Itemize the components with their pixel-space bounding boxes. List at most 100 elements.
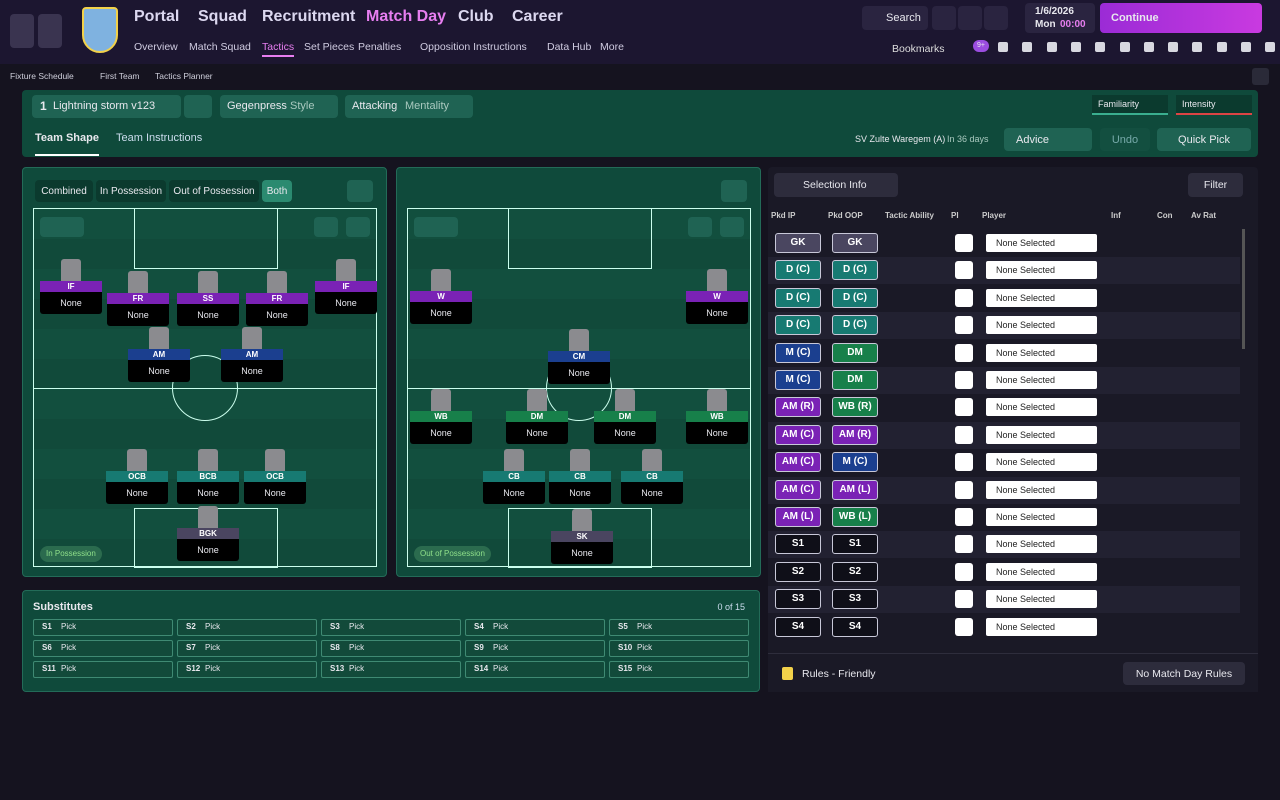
player-card[interactable]: W None (410, 269, 472, 325)
selection-info-button[interactable]: Selection Info (774, 173, 898, 197)
position-tag[interactable]: D (C) (775, 315, 821, 336)
player-card[interactable]: BGK None (177, 506, 239, 562)
position-tag[interactable]: S4 (832, 616, 878, 637)
column-header[interactable]: Pkd IP (771, 211, 796, 220)
nav-item[interactable]: Match Day (366, 8, 447, 25)
position-tag[interactable]: AM (C) (775, 452, 821, 473)
player-card[interactable]: AM None (221, 327, 283, 383)
forward-button[interactable] (38, 14, 62, 48)
mode-button[interactable]: In Possession (96, 180, 166, 202)
position-tag[interactable]: D (C) (832, 315, 878, 336)
nav-item[interactable]: Recruitment (262, 8, 356, 25)
column-header[interactable]: PI (951, 211, 959, 220)
bookmarks[interactable]: Bookmarks (892, 43, 945, 55)
substitute-slot[interactable]: S7 Pick (177, 640, 317, 657)
position-tag[interactable]: WB (R) (832, 397, 878, 418)
instructions-button[interactable] (955, 453, 973, 472)
subnav-item[interactable]: Set Pieces (304, 41, 355, 53)
position-tag[interactable]: AM (C) (775, 479, 821, 500)
player-card[interactable]: SS None (177, 271, 239, 327)
player-select[interactable]: None Selected (986, 453, 1097, 472)
position-tag[interactable]: S4 (775, 616, 821, 637)
player-card[interactable]: OCB None (106, 449, 168, 505)
column-header[interactable]: Inf (1111, 211, 1121, 220)
player-card[interactable]: DM None (506, 389, 568, 445)
position-tag[interactable]: AM (R) (775, 397, 821, 418)
tab[interactable]: Team Shape (35, 132, 99, 156)
instructions-button[interactable] (955, 316, 973, 335)
subnav-item[interactable]: Tactics (262, 41, 295, 57)
position-tag[interactable]: S1 (832, 534, 878, 555)
player-card[interactable]: SK None (551, 509, 613, 565)
nav-item[interactable]: Club (458, 8, 494, 25)
shortcut-icon[interactable] (1216, 42, 1227, 52)
player-card[interactable]: WB None (686, 389, 748, 445)
breadcrumb-item[interactable]: First Team (100, 71, 140, 81)
player-select[interactable]: None Selected (986, 371, 1097, 389)
pitch-tool[interactable] (688, 217, 712, 237)
instructions-button[interactable] (955, 261, 973, 280)
substitute-slot[interactable]: S11 Pick (33, 661, 173, 678)
continue-button[interactable]: Continue (1100, 3, 1262, 33)
column-header[interactable]: Av Rat (1191, 211, 1217, 220)
filter-button[interactable]: Filter (1188, 173, 1243, 197)
shortcut-icon[interactable] (1119, 42, 1130, 52)
substitute-slot[interactable]: S15 Pick (609, 661, 749, 678)
position-tag[interactable]: D (C) (775, 260, 821, 281)
player-card[interactable]: IF None (315, 259, 377, 315)
quick-pick-button[interactable]: Quick Pick (1157, 128, 1251, 151)
shortcut-icon[interactable] (1241, 42, 1251, 52)
substitute-slot[interactable]: S6 Pick (33, 640, 173, 657)
mode-button[interactable]: Out of Possession (169, 180, 259, 202)
instructions-button[interactable] (955, 398, 973, 417)
instructions-button[interactable] (955, 234, 973, 252)
subnav-item[interactable]: Match Squad (189, 41, 251, 53)
player-card[interactable]: OCB None (244, 449, 306, 505)
mode-button[interactable]: Combined (35, 180, 93, 202)
position-tag[interactable]: S2 (775, 561, 821, 582)
player-card[interactable]: FR None (246, 271, 308, 327)
position-tag[interactable]: AM (R) (832, 424, 878, 445)
position-tag[interactable]: S1 (775, 534, 821, 555)
player-card[interactable]: CM None (548, 329, 610, 385)
instructions-button[interactable] (955, 535, 973, 554)
instructions-button[interactable] (955, 288, 973, 307)
substitute-slot[interactable]: S13 Pick (321, 661, 461, 678)
position-tag[interactable]: D (C) (832, 260, 878, 281)
match-day-rules-button[interactable]: No Match Day Rules (1123, 662, 1245, 685)
position-tag[interactable]: D (C) (775, 287, 821, 308)
player-card[interactable]: CB None (549, 449, 611, 505)
instructions-button[interactable] (955, 590, 973, 609)
player-card[interactable]: BCB None (177, 449, 239, 505)
column-header[interactable]: Player (982, 211, 1007, 220)
breadcrumb-item[interactable]: Tactics Planner (155, 71, 213, 81)
position-tag[interactable]: S3 (832, 589, 878, 610)
substitute-slot[interactable]: S3 Pick (321, 619, 461, 636)
subnav-item[interactable]: Overview (134, 41, 178, 53)
position-tag[interactable]: DM (832, 370, 878, 390)
familiarity[interactable]: Familiarity (1092, 95, 1168, 115)
player-select[interactable]: None Selected (986, 617, 1097, 636)
back-button[interactable] (10, 14, 34, 48)
style-select[interactable]: Gegenpress Style (220, 95, 338, 118)
nav-item[interactable]: Career (512, 8, 563, 25)
player-select[interactable]: None Selected (986, 343, 1097, 362)
settings-button[interactable] (984, 6, 1008, 30)
substitute-slot[interactable]: S10 Pick (609, 640, 749, 657)
view-toggle[interactable] (414, 217, 458, 237)
instructions-button[interactable] (955, 508, 973, 526)
shortcut-icon[interactable] (1022, 42, 1033, 52)
mode-button[interactable]: Both (262, 180, 292, 202)
tactic-select[interactable]: 1 Lightning storm v123 (32, 95, 181, 118)
position-tag[interactable]: S3 (775, 589, 821, 610)
add-tactic[interactable] (184, 95, 212, 118)
position-tag[interactable]: M (C) (775, 342, 821, 363)
player-select[interactable]: None Selected (986, 535, 1097, 554)
pitch-tool[interactable] (720, 217, 744, 237)
pitch-menu[interactable] (347, 180, 373, 202)
instructions-button[interactable] (955, 480, 973, 499)
player-card[interactable]: FR None (107, 271, 169, 327)
player-select[interactable]: None Selected (986, 590, 1097, 609)
position-tag[interactable]: AM (L) (832, 479, 878, 500)
shortcut-icon[interactable] (1143, 42, 1154, 52)
